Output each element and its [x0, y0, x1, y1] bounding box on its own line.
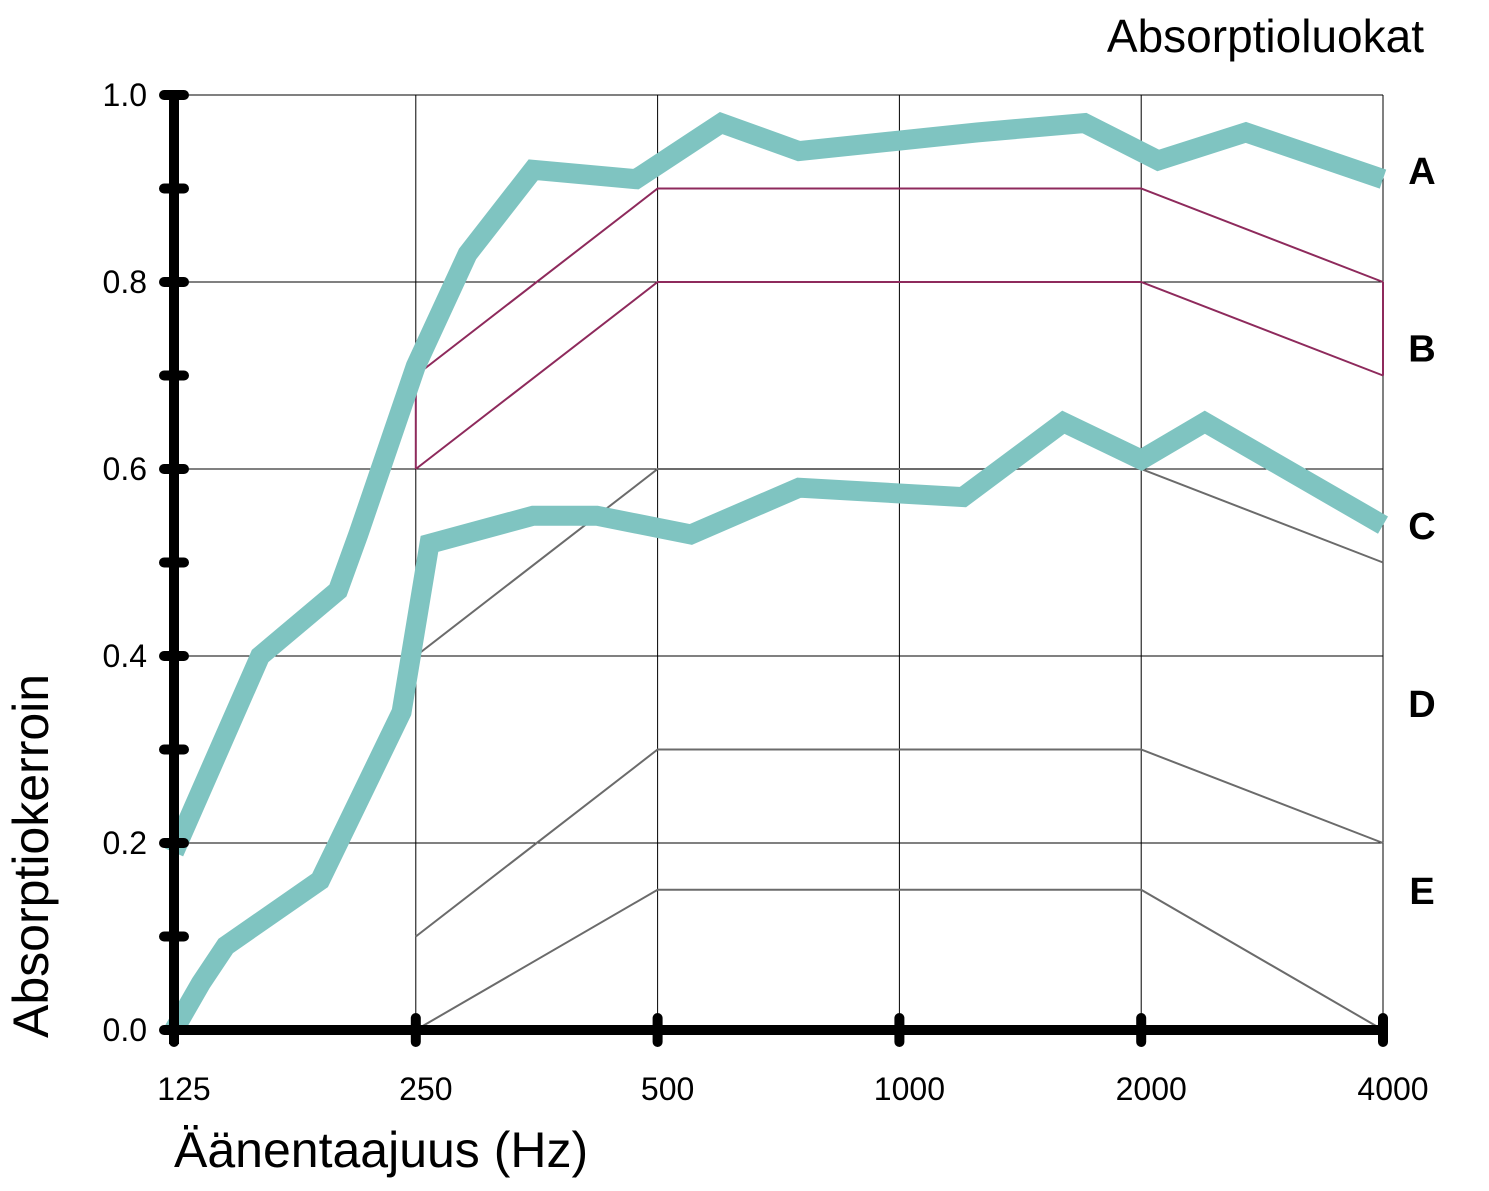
y-tick-labels: 0.0 0.2 0.4 0.6 0.8 1.0 — [103, 77, 147, 1048]
x-tick-label: 1000 — [874, 1071, 945, 1107]
class-labels: A B C D E — [1408, 151, 1435, 913]
y-tick-label: 1.0 — [103, 77, 147, 113]
measured-series — [164, 111, 1388, 1035]
x-tick-labels: 125 250 500 1000 2000 4000 — [157, 1071, 1428, 1107]
x-tick-label: 4000 — [1357, 1071, 1428, 1107]
series-line — [164, 111, 1387, 857]
class-legend-title: Absorptioluokat — [1107, 10, 1424, 62]
y-axis-title: Absorptiokerroin — [3, 674, 59, 1038]
class-boundary-line — [415, 888, 1384, 1031]
x-tick-label: 125 — [157, 1071, 210, 1107]
class-boundaries — [414, 187, 1384, 1031]
y-tick-label: 0.2 — [103, 825, 147, 861]
y-tick-label: 0.8 — [103, 264, 147, 300]
class-label: A — [1408, 151, 1435, 193]
x-axis-title: Äänentaajuus (Hz) — [174, 1122, 588, 1178]
y-tick-label: 0.6 — [103, 451, 147, 487]
class-label: D — [1408, 684, 1435, 726]
class-boundary-line — [415, 281, 1384, 470]
class-label: E — [1409, 871, 1434, 913]
class-label: C — [1408, 506, 1435, 548]
class-label: B — [1408, 328, 1435, 370]
class-boundary-line — [415, 187, 1384, 377]
x-tick-label: 250 — [399, 1071, 452, 1107]
class-boundary-line — [415, 468, 1384, 657]
y-tick-label: 0.0 — [103, 1012, 147, 1048]
axes — [159, 90, 1388, 1047]
x-tick-label: 2000 — [1116, 1071, 1187, 1107]
series-line — [165, 410, 1388, 1035]
x-tick-label: 500 — [641, 1071, 694, 1107]
y-tick-label: 0.4 — [103, 638, 147, 674]
class-boundary-line — [415, 748, 1384, 938]
